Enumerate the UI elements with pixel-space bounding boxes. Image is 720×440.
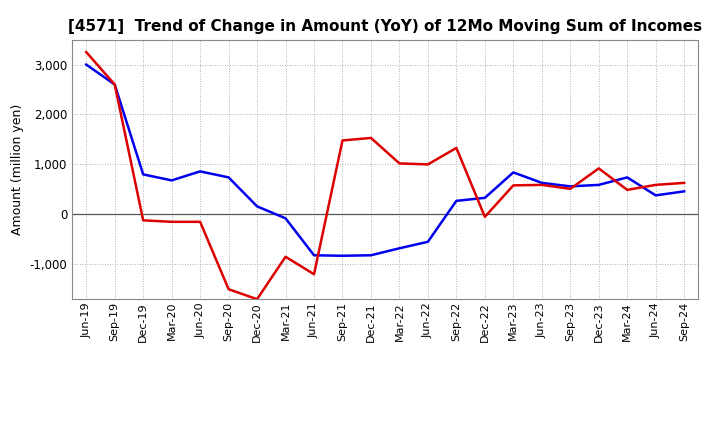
Net Income bbox=[338, 138, 347, 143]
Y-axis label: Amount (million yen): Amount (million yen) bbox=[11, 104, 24, 235]
Ordinary Income bbox=[537, 180, 546, 186]
Ordinary Income bbox=[110, 82, 119, 87]
Ordinary Income bbox=[366, 253, 375, 258]
Net Income bbox=[480, 214, 489, 220]
Ordinary Income bbox=[82, 62, 91, 67]
Ordinary Income bbox=[480, 195, 489, 201]
Net Income bbox=[82, 49, 91, 55]
Net Income bbox=[452, 145, 461, 150]
Ordinary Income bbox=[595, 182, 603, 187]
Net Income bbox=[366, 136, 375, 141]
Ordinary Income bbox=[167, 178, 176, 183]
Net Income bbox=[595, 166, 603, 171]
Ordinary Income bbox=[680, 189, 688, 194]
Line: Net Income: Net Income bbox=[86, 52, 684, 299]
Title: [4571]  Trend of Change in Amount (YoY) of 12Mo Moving Sum of Incomes: [4571] Trend of Change in Amount (YoY) o… bbox=[68, 19, 702, 34]
Net Income bbox=[509, 183, 518, 188]
Net Income bbox=[110, 82, 119, 87]
Ordinary Income bbox=[139, 172, 148, 177]
Net Income bbox=[652, 182, 660, 187]
Ordinary Income bbox=[196, 169, 204, 174]
Ordinary Income bbox=[423, 239, 432, 245]
Net Income bbox=[253, 297, 261, 302]
Ordinary Income bbox=[623, 175, 631, 180]
Net Income bbox=[423, 162, 432, 167]
Net Income bbox=[139, 218, 148, 223]
Ordinary Income bbox=[338, 253, 347, 258]
Net Income bbox=[395, 161, 404, 166]
Ordinary Income bbox=[395, 246, 404, 251]
Net Income bbox=[310, 271, 318, 277]
Ordinary Income bbox=[310, 253, 318, 258]
Ordinary Income bbox=[225, 175, 233, 180]
Net Income bbox=[167, 219, 176, 224]
Net Income bbox=[282, 254, 290, 260]
Net Income bbox=[680, 180, 688, 186]
Net Income bbox=[566, 186, 575, 191]
Line: Ordinary Income: Ordinary Income bbox=[86, 65, 684, 256]
Ordinary Income bbox=[652, 193, 660, 198]
Ordinary Income bbox=[566, 184, 575, 189]
Net Income bbox=[623, 187, 631, 193]
Ordinary Income bbox=[452, 198, 461, 203]
Net Income bbox=[537, 182, 546, 187]
Net Income bbox=[225, 286, 233, 292]
Ordinary Income bbox=[509, 170, 518, 175]
Net Income bbox=[196, 219, 204, 224]
Ordinary Income bbox=[282, 216, 290, 221]
Ordinary Income bbox=[253, 204, 261, 209]
